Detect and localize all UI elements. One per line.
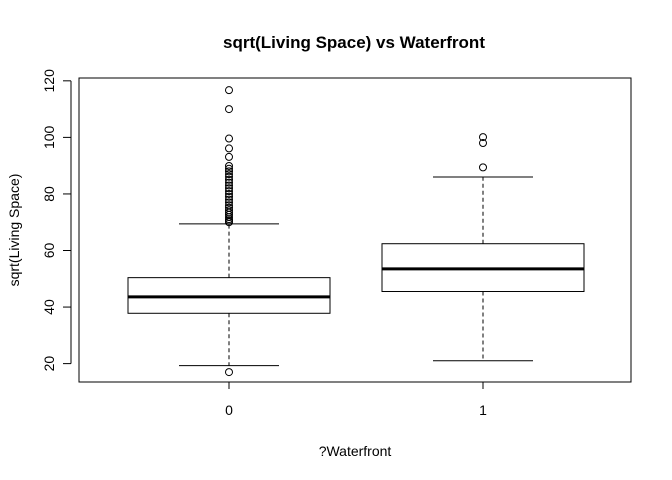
- y-tick-label: 80: [41, 186, 57, 202]
- x-axis-label: ?Waterfront: [319, 443, 392, 459]
- outlier-point: [225, 218, 233, 227]
- outlier-point: [225, 86, 233, 95]
- y-tick-label: 40: [41, 299, 57, 315]
- outlier-point: [225, 175, 233, 184]
- outlier-point: [225, 184, 233, 193]
- outlier-point: [225, 172, 233, 181]
- outlier-point: [479, 133, 487, 142]
- y-tick-label: 60: [41, 243, 57, 259]
- box-group-0: [127, 86, 331, 377]
- boxes-layer: [127, 86, 585, 377]
- outlier-point: [225, 164, 233, 173]
- outlier-point: [225, 170, 233, 179]
- chart-title: sqrt(Living Space) vs Waterfront: [223, 33, 485, 52]
- outlier-point: [479, 139, 487, 148]
- x-tick-label: 0: [225, 402, 233, 418]
- outlier-point: [225, 167, 233, 176]
- y-tick-label: 20: [41, 356, 57, 372]
- y-tick-label: 120: [41, 69, 57, 93]
- outlier-point: [225, 181, 233, 190]
- outlier-point: [225, 195, 233, 204]
- outlier-point: [479, 163, 487, 172]
- outlier-point: [225, 368, 233, 377]
- x-tick-label: 1: [479, 402, 487, 418]
- outlier-point: [225, 152, 233, 161]
- outlier-point: [225, 144, 233, 153]
- outlier-point: [225, 213, 233, 222]
- outlier-point: [225, 161, 233, 170]
- outlier-point: [225, 105, 233, 114]
- axes-layer: 20 40 60 80 100 120 0 1: [41, 69, 487, 418]
- outlier-point: [225, 192, 233, 201]
- plot-frame: [78, 77, 632, 383]
- outlier-point: [225, 134, 233, 143]
- y-axis-label: sqrt(Living Space): [6, 174, 22, 287]
- y-tick-label: 100: [41, 125, 57, 149]
- outlier-point: [225, 198, 233, 207]
- outlier-point: [225, 189, 233, 198]
- outlier-point: [225, 187, 233, 196]
- box-group-1: [381, 133, 585, 362]
- outlier-point: [225, 178, 233, 187]
